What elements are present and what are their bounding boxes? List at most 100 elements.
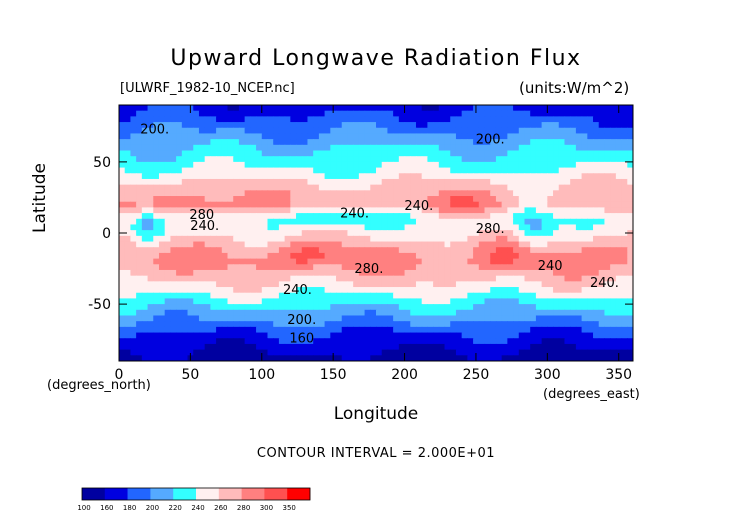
heatmap-cell <box>176 355 183 361</box>
heatmap-cell <box>530 332 537 339</box>
heatmap-cell <box>273 167 280 174</box>
heatmap-cell <box>364 201 371 208</box>
heatmap-cell <box>307 281 314 288</box>
heatmap-cell <box>170 326 177 334</box>
heatmap-cell <box>130 161 137 169</box>
heatmap-cell <box>381 349 389 356</box>
heatmap-cell <box>387 213 394 220</box>
heatmap-cell <box>210 201 217 208</box>
heatmap-cell <box>553 116 560 123</box>
heatmap-cell <box>301 258 309 265</box>
heatmap-cell <box>307 315 314 322</box>
heatmap-cell <box>290 133 297 140</box>
heatmap-cell <box>410 292 417 300</box>
heatmap-cell <box>119 207 126 214</box>
heatmap-cell <box>267 309 274 317</box>
heatmap-cell <box>176 252 183 260</box>
heatmap-cell <box>296 196 303 203</box>
heatmap-cell <box>364 264 371 271</box>
heatmap-cell <box>581 190 588 197</box>
heatmap-cell <box>141 201 149 208</box>
heatmap-cell <box>553 105 560 112</box>
heatmap-cell <box>153 264 160 271</box>
heatmap-cell <box>415 258 423 265</box>
heatmap-cell <box>598 110 606 117</box>
heatmap-cell <box>438 321 446 328</box>
heatmap-cell <box>404 235 411 243</box>
heatmap-cell <box>524 207 531 214</box>
heatmap-cell <box>153 247 160 254</box>
heatmap-cell <box>553 127 560 135</box>
heatmap-cell <box>558 332 566 339</box>
heatmap-cell <box>581 247 588 254</box>
heatmap-cell <box>330 224 337 231</box>
heatmap-cell <box>598 196 606 203</box>
heatmap-cell <box>587 258 594 265</box>
heatmap-cell <box>398 269 406 277</box>
heatmap-cell <box>347 190 354 197</box>
heatmap-cell <box>404 178 411 186</box>
heatmap-cell <box>518 161 526 169</box>
heatmap-cell <box>124 207 132 214</box>
heatmap-cell <box>290 281 297 288</box>
heatmap-cell <box>615 150 623 157</box>
heatmap-cell <box>147 201 154 208</box>
heatmap-cell <box>627 304 633 311</box>
heatmap-cell <box>193 144 200 152</box>
heatmap-cell <box>204 110 211 117</box>
heatmap-cell <box>376 326 383 334</box>
heatmap-cell <box>433 190 440 197</box>
heatmap-cell <box>593 105 600 112</box>
heatmap-cell <box>141 161 149 169</box>
heatmap-cell <box>598 241 606 248</box>
heatmap-cell <box>473 241 480 248</box>
heatmap-cell <box>261 298 269 305</box>
heatmap-cell <box>187 161 194 169</box>
heatmap-cell <box>370 235 377 243</box>
heatmap-cell <box>256 207 263 214</box>
heatmap-cell <box>119 281 126 288</box>
heatmap-cell <box>141 133 149 140</box>
heatmap-cell <box>370 349 377 356</box>
heatmap-cell <box>490 105 497 112</box>
heatmap-cell <box>216 298 223 305</box>
heatmap-cell <box>250 275 257 282</box>
heatmap-cell <box>284 264 291 271</box>
heatmap-cell <box>233 161 240 169</box>
heatmap-cell <box>136 332 143 339</box>
heatmap-cell <box>187 315 194 322</box>
heatmap-cell <box>376 218 383 226</box>
heatmap-cell <box>535 281 543 288</box>
heatmap-cell <box>433 252 440 260</box>
heatmap-cell <box>495 230 503 237</box>
heatmap-cell <box>370 298 377 305</box>
heatmap-cell <box>233 235 240 243</box>
heatmap-cell <box>147 247 154 254</box>
heatmap-cell <box>273 309 280 317</box>
heatmap-cell <box>141 343 149 351</box>
heatmap-cell <box>615 269 623 277</box>
heatmap-cell <box>467 287 474 294</box>
heatmap-cell <box>130 241 137 248</box>
heatmap-cell <box>484 269 491 277</box>
heatmap-cell <box>119 105 126 112</box>
heatmap-cell <box>301 343 309 351</box>
heatmap-cell <box>461 144 468 152</box>
heatmap-cell <box>347 355 354 361</box>
heatmap-cell <box>484 247 491 254</box>
heatmap-cell <box>147 150 154 157</box>
heatmap-cell <box>221 218 229 226</box>
heatmap-cell <box>193 213 200 220</box>
contour-label: 240. <box>190 219 219 234</box>
heatmap-cell <box>324 230 331 237</box>
heatmap-cell <box>421 258 428 265</box>
heatmap-cell <box>587 105 594 112</box>
heatmap-cell <box>444 150 451 157</box>
heatmap-cell <box>421 127 428 135</box>
heatmap-cell <box>130 139 137 146</box>
heatmap-cell <box>136 133 143 140</box>
heatmap-cell <box>553 343 560 351</box>
heatmap-cell <box>301 355 309 361</box>
heatmap-cell <box>164 196 171 203</box>
heatmap-cell <box>404 315 411 322</box>
